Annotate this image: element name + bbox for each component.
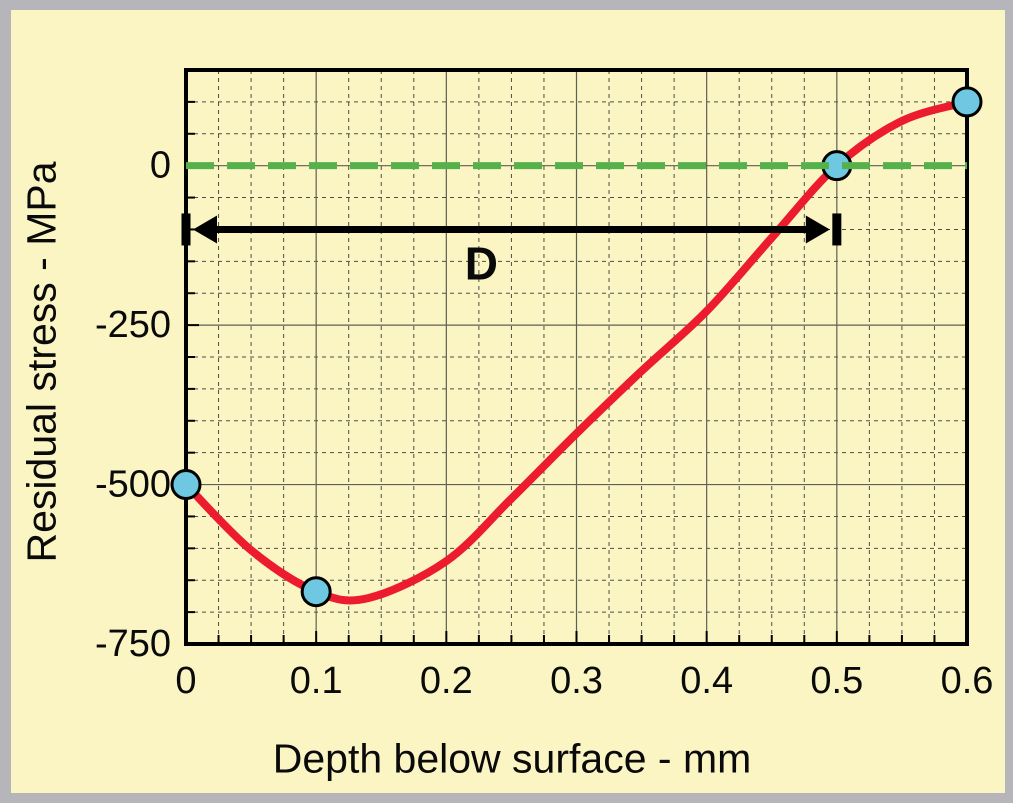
x-tick-label: 0.4 [680, 660, 733, 702]
x-tick-label: 0.3 [550, 660, 603, 702]
y-tick-labels: 0 -250 -500 -750 [95, 145, 171, 665]
data-point-marker [951, 86, 983, 118]
annotation-arrowhead-left [193, 215, 217, 244]
x-tick-label: 0.5 [810, 660, 863, 702]
data-point-marker [170, 469, 202, 501]
data-point-marker [300, 576, 332, 608]
x-axis-title: Depth below surface - mm [272, 735, 752, 782]
chart-background [11, 10, 1005, 793]
x-tick-labels: 0 0.1 0.2 0.3 0.4 0.5 0.6 [175, 660, 993, 702]
plot-border [184, 68, 969, 646]
y-tick-label: -250 [95, 304, 171, 346]
annotation-end-bar-right [832, 213, 842, 246]
y-tick-label: -500 [95, 464, 171, 506]
x-tick-label: 0.2 [420, 660, 473, 702]
x-tick-label: 0.1 [290, 660, 343, 702]
annotation-label: D [465, 237, 498, 289]
y-tick-label: 0 [150, 145, 171, 187]
annotation-end-bar-left [181, 213, 191, 246]
x-tick-label: 0 [175, 660, 196, 702]
x-tick-label: 0.6 [941, 660, 994, 702]
y-axis-title: Residual stress - MPa [18, 161, 65, 563]
depth-annotation-arrow: D [181, 213, 842, 289]
y-tick-label: -750 [95, 623, 171, 665]
annotation-arrowhead-right [805, 215, 830, 244]
